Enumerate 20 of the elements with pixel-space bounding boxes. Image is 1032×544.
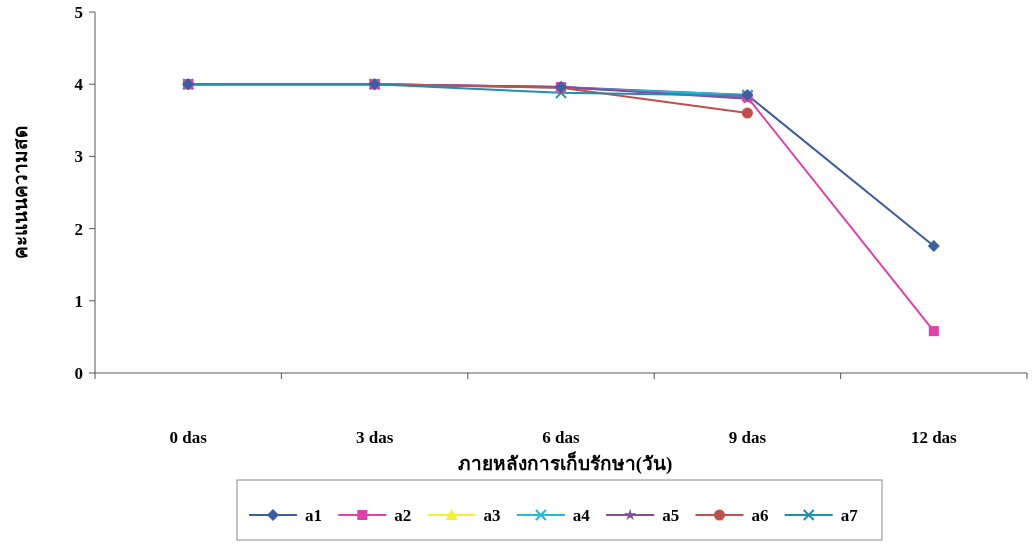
- legend-label: a5: [662, 506, 680, 525]
- y-tick-label: 4: [74, 75, 84, 95]
- x-tick-label: 9 das: [728, 428, 767, 447]
- x-tick-label: 3 das: [355, 428, 394, 447]
- legend-label: a3: [483, 506, 501, 525]
- legend-label: a7: [840, 506, 859, 525]
- x-axis-title: ภายหลังการเก็บรักษา(วัน): [457, 451, 673, 475]
- legend-label: a6: [751, 506, 769, 525]
- x-tick-label: 12 das: [910, 428, 958, 447]
- y-tick-label: 1: [74, 291, 83, 311]
- y-tick-label: 0: [74, 364, 83, 383]
- x-tick-label: 6 das: [542, 428, 581, 447]
- legend-label: a4: [572, 506, 591, 525]
- y-tick-label: 3: [74, 147, 83, 167]
- y-tick-label: 5: [74, 3, 83, 22]
- legend-label: a2: [394, 506, 412, 525]
- y-tick-label: 2: [74, 219, 83, 239]
- x-tick-label: 0 das: [169, 428, 208, 447]
- y-axis-title: คะแนนความสด: [10, 126, 31, 259]
- legend-label: a1: [305, 506, 322, 525]
